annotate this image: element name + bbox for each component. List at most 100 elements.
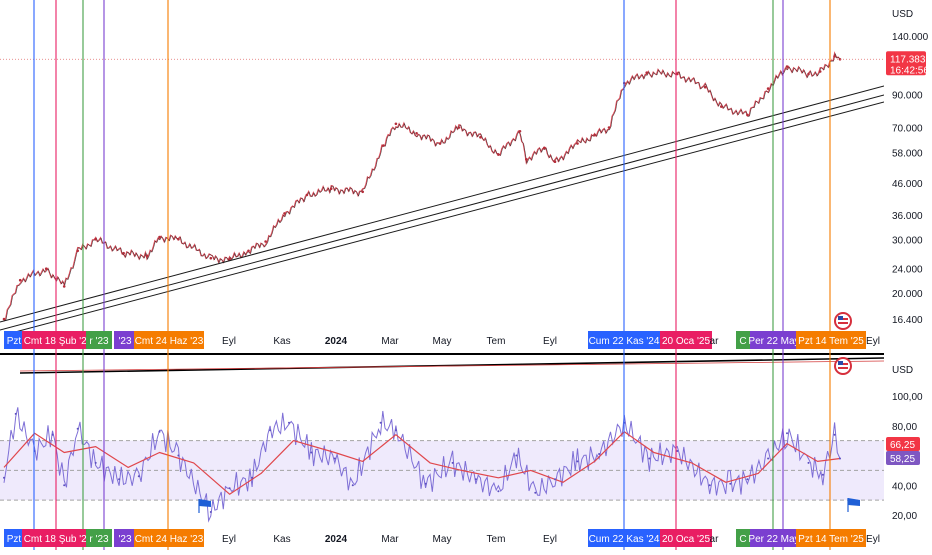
x-tick-label: ar [710, 534, 720, 545]
rsi-ma-badge [886, 451, 920, 465]
price-point-37 [746, 113, 749, 117]
rsi-value-label: 66,25 [890, 440, 915, 451]
date-badge-label: Cmt 18 Şub '23 [24, 534, 93, 545]
flag-stripe [838, 322, 848, 324]
rsi-point-29 [598, 453, 601, 455]
price-point-41 [818, 70, 822, 73]
date-badge-label: Per 22 May [748, 534, 799, 545]
rsi-point-23 [474, 478, 477, 481]
price-tick-label: 36.000 [892, 211, 923, 222]
price-point-1 [18, 278, 22, 282]
date-badge [86, 529, 112, 547]
x-tick-label: Eyl [543, 534, 557, 545]
rsi-point-37 [786, 432, 788, 435]
price-point-12 [247, 249, 250, 253]
date-badge-label: Cmt 18 Şub '23 [24, 336, 93, 347]
date-badge [736, 529, 750, 547]
price-point-13 [264, 240, 267, 243]
flag-icon [848, 498, 860, 506]
price-point-17 [361, 190, 365, 194]
price-point-28 [553, 160, 557, 163]
rsi-point-27 [554, 478, 556, 481]
price-point-0 [2, 317, 6, 321]
x-tick-label: Eyl [866, 534, 880, 545]
price-point-2 [44, 267, 48, 271]
date-badge [750, 529, 798, 547]
price-point-42 [833, 55, 836, 58]
price-point-36 [720, 105, 723, 108]
rsi-point-1 [14, 412, 17, 415]
rsi-point-8 [137, 475, 140, 478]
price-point-26 [525, 158, 528, 161]
price-point-4 [76, 249, 79, 253]
rsi-point-28 [576, 460, 579, 463]
price-point-19 [394, 122, 398, 126]
rsi-point-26 [534, 491, 537, 494]
price-point-34 [676, 72, 679, 76]
price-point-33 [645, 71, 648, 74]
rsi-point-32 [676, 450, 679, 452]
price-tick-label: 58.000 [892, 148, 923, 159]
x-tick-label: Mar [381, 534, 399, 545]
date-badge [588, 529, 660, 547]
date-badge [114, 529, 136, 547]
date-badge [22, 331, 94, 349]
date-badge-label: C [739, 336, 746, 347]
price-tick-label: 140.000 [892, 32, 929, 43]
x-tick-label: ar [710, 336, 720, 347]
price-point-40 [807, 72, 810, 76]
rsi-point-35 [746, 478, 749, 481]
overview-price-line [19, 360, 885, 372]
rsi-point-0 [3, 476, 5, 479]
price-point-22 [457, 126, 461, 129]
date-badge-label: r '23 [89, 336, 109, 347]
price-point-15 [305, 193, 309, 197]
price-tick-label: 16.400 [892, 315, 923, 326]
price-point-3 [62, 285, 66, 288]
date-badge [588, 331, 660, 349]
price-point-39 [785, 65, 789, 68]
date-badge [796, 331, 866, 349]
x-tick-label: Mar [381, 336, 399, 347]
date-badge [134, 331, 204, 349]
rsi-point-15 [288, 421, 290, 424]
rsi-point-3 [51, 433, 54, 436]
date-badge-label: 20 Oca '25 [662, 336, 710, 347]
rsi-point-16 [310, 451, 313, 454]
price-point-6 [122, 251, 125, 255]
price-point-5 [94, 238, 97, 241]
date-badge [134, 529, 204, 547]
rsi-tick-label: 40,00 [892, 481, 917, 492]
rsi-point-4 [63, 484, 66, 487]
date-badge [4, 529, 24, 547]
date-badge [86, 331, 112, 349]
price-point-7 [145, 254, 149, 257]
x-tick-label: Eyl [866, 336, 880, 347]
price-tick-label: 46.000 [892, 179, 923, 190]
flag-icon [199, 499, 211, 507]
x-tick-label: May [433, 336, 452, 347]
price-point-23 [479, 136, 482, 139]
rsi-point-5 [76, 427, 79, 430]
price-point-18 [382, 144, 385, 147]
us-flag-icon [834, 312, 852, 330]
us-flag-icon [834, 357, 852, 375]
date-badge-label: 20 Oca '25 [662, 534, 710, 545]
overview-trend-line [19, 357, 885, 374]
date-badge-label: Pzt 14 Tem '25 [798, 336, 864, 347]
currency-label: USD [892, 9, 913, 20]
rsi-currency-label: USD [892, 365, 913, 376]
rsi-point-11 [209, 511, 212, 513]
rsi-tick-label: 80,00 [892, 422, 917, 433]
price-tick-label: 90.000 [892, 90, 923, 101]
price-point-11 [228, 257, 231, 261]
trend-line-2 [0, 94, 884, 331]
price-point-25 [518, 130, 522, 133]
date-badge-label: Cmt 24 Haz '23 [135, 336, 204, 347]
date-badge-label: Pzt [7, 336, 22, 347]
date-badge [750, 331, 798, 349]
date-badge-label: Pzt [7, 534, 22, 545]
rsi-point-19 [379, 421, 382, 424]
